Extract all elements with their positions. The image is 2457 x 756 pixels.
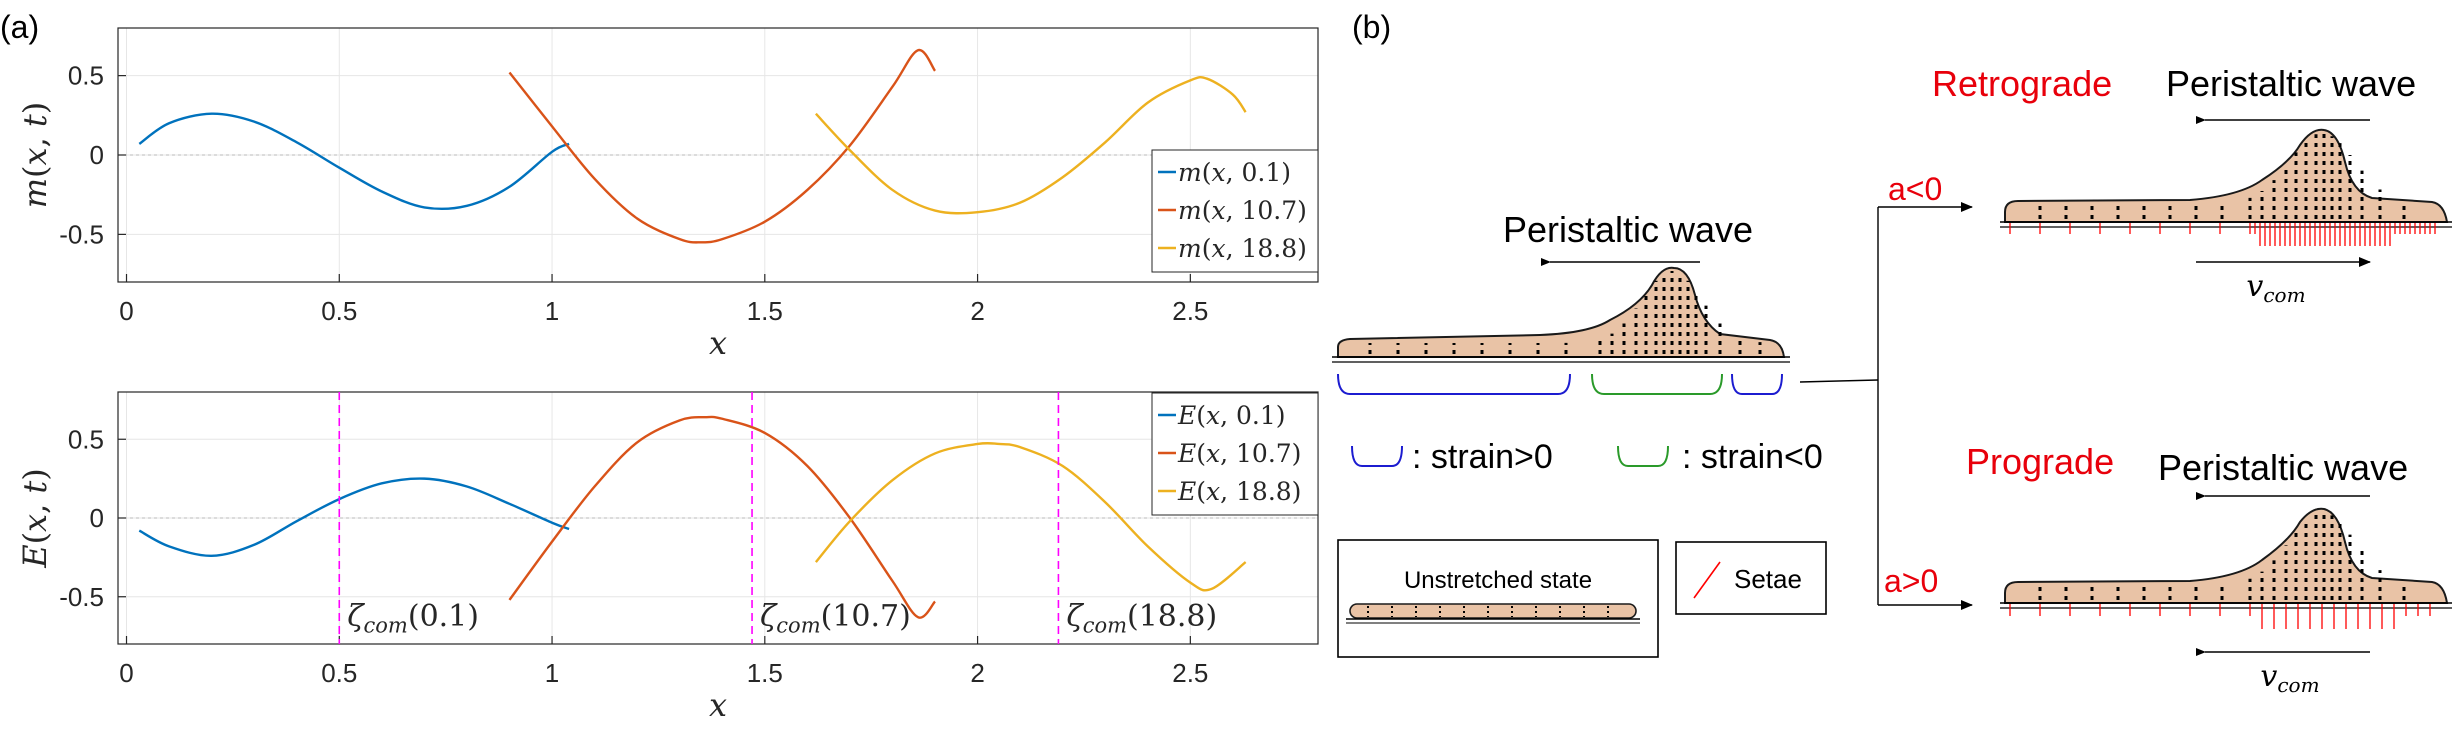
branch-top-label: a<0 [1888, 171, 1942, 207]
prograde-worm: Prograde Peristaltic wave vcom [1966, 441, 2452, 697]
center-worm-body [1337, 266, 1786, 358]
center-wave-label: Peristaltic wave [1503, 209, 1753, 250]
center-worm-segments [1368, 271, 1762, 354]
setae-legend-box [1675, 541, 1827, 615]
panel-a-label: (a) [0, 9, 39, 45]
series-line-1-1 [508, 415, 936, 619]
plot-E: 0 0.5 1 1.5 2 2.5 0.5 0 -0.5 x E(x, t) ζcom(0.1) ζco… [16, 391, 1319, 724]
retro-wave-label: Peristaltic wave [2166, 63, 2416, 104]
y-tick-label: 0.5 [68, 424, 104, 454]
strain-bracket-pos-1 [1337, 373, 1571, 395]
y-tick-label: -0.5 [59, 582, 104, 612]
prograde-title: Prograde [1966, 441, 2114, 482]
x-tick-label: 0 [119, 658, 133, 688]
plot-m: 0 0.5 1 1.5 2 2.50.50-0.5xm(x, t)m(x, 0.1)m(x… [16, 27, 1319, 362]
x-tick-label: 1.5 [747, 296, 783, 326]
legend-box [1151, 392, 1319, 516]
panel-b-label: (b) [1352, 9, 1391, 45]
legend-strain-pos-icon [1351, 445, 1403, 467]
legend-strain-neg: : strain<0 [1682, 438, 1823, 476]
x-tick-label: 0 [119, 296, 133, 326]
pro-setae [2009, 604, 2431, 629]
y-tick-label: 0 [90, 140, 104, 170]
series-line-1-0 [138, 477, 570, 558]
unstretched-label: Unstretched state [1404, 567, 1592, 594]
retro-setae [2009, 223, 2436, 246]
x-tick-label: 2.5 [1172, 658, 1208, 688]
series-line-1-2 [814, 441, 1247, 592]
branch-bottom-label: a>0 [1884, 563, 1938, 599]
setae-legend-icon [1693, 561, 1721, 599]
y-tick-label: -0.5 [59, 219, 104, 249]
retro-vcom-label: vcom [2246, 269, 2305, 307]
x-axis-label: x [709, 686, 727, 724]
series-line-0-2 [814, 76, 1247, 215]
unstretched-box [1337, 539, 1659, 658]
x-tick-label: 0.5 [321, 296, 357, 326]
center-worm: Peristaltic wave [1332, 209, 1790, 395]
series-line-0-1 [508, 49, 937, 244]
x-axis-label: x [709, 324, 727, 362]
y-tick-label: 0.5 [68, 61, 104, 91]
x-tick-label: 2.5 [1172, 296, 1208, 326]
legend-entry-2: m(x, 18.8) [1178, 234, 1307, 263]
legend-strain-neg-icon [1617, 445, 1669, 467]
x-tick-label: 1 [545, 658, 559, 688]
pro-vcom-label: vcom [2260, 659, 2319, 697]
x-tick-label: 1.5 [747, 658, 783, 688]
retro-worm-body [2004, 128, 2449, 223]
legend-entry-0: m(x, 0.1) [1178, 158, 1291, 187]
legend-strain-pos: : strain>0 [1412, 438, 1553, 476]
retrograde-title: Retrograde [1932, 63, 2112, 104]
strain-bracket-pos-2 [1731, 373, 1783, 395]
pro-worm-body [2004, 507, 2449, 604]
annotation-label-2: ζcom(18.8) [1066, 599, 1217, 638]
worm-diagram: Peristaltic wave : strain>0 : strain<0 U… [1332, 63, 2452, 697]
legend-entry-1: E(x, 10.7) [1177, 439, 1301, 468]
annotation-label-0: ζcom(0.1) [347, 599, 479, 638]
unstretched-worm [1349, 603, 1637, 619]
x-tick-label: 2 [970, 658, 984, 688]
y-axis-label: E(x, t) [16, 468, 54, 569]
legend-box [1151, 149, 1319, 273]
setae-legend-label: Setae [1734, 564, 1802, 594]
legend-0: m(x, 0.1) m(x, 10.7) m(x, 18.8) [1151, 149, 1319, 273]
series-line-0-0 [138, 112, 570, 211]
strain-bracket-neg [1591, 373, 1723, 395]
y-axis-label: m(x, t) [16, 102, 54, 209]
pro-wave-label: Peristaltic wave [2158, 447, 2408, 488]
y-tick-label: 0 [90, 503, 104, 533]
x-tick-label: 1 [545, 296, 559, 326]
legend-1: E(x, 0.1) E(x, 10.7) E(x, 18.8) [1151, 392, 1319, 516]
x-tick-label: 2 [970, 296, 984, 326]
retrograde-worm: Retrograde Peristaltic wave vcom [1932, 63, 2452, 307]
legend-entry-0: E(x, 0.1) [1177, 401, 1286, 430]
legend-entry-2: E(x, 18.8) [1177, 477, 1301, 506]
annotation-label-1: ζcom(10.7) [760, 599, 911, 638]
legend-entry-1: m(x, 10.7) [1178, 196, 1307, 225]
x-tick-label: 0.5 [321, 658, 357, 688]
